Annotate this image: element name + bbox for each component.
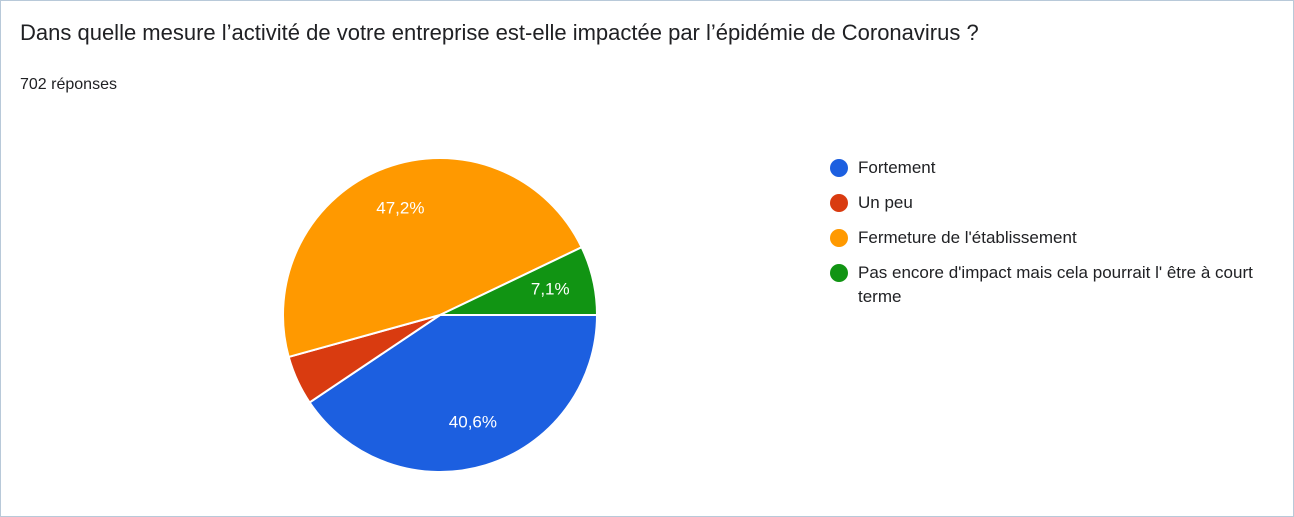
legend-swatch [830, 194, 848, 212]
pie-slice [439, 245, 599, 316]
slice-label: 40,6% [449, 413, 497, 432]
slice-label: 7,1% [531, 279, 570, 298]
legend-swatch [830, 229, 848, 247]
legend-label: Fortement [858, 158, 936, 177]
legend: Fortement Un peu Fermeture de l'établissem… [828, 156, 1253, 320]
pie-slice [282, 156, 583, 359]
chart-title: Dans quelle mesure l’activité de votre e… [20, 20, 979, 45]
legend-item: Un peu [828, 191, 1248, 215]
slice-label: 47,2% [376, 199, 424, 218]
legend-item: Pas encore d'impact mais cela pourrait l… [828, 261, 1253, 309]
legend-swatch [830, 159, 848, 177]
legend-label: Un peu [858, 193, 913, 212]
legend-label: Fermeture de l'établissement [858, 228, 1077, 247]
pie-slice [308, 314, 599, 473]
legend-item: Fermeture de l'établissement [828, 226, 1248, 250]
response-count: 702 réponses [20, 76, 117, 93]
legend-item: Fortement [828, 156, 1248, 180]
legend-label: Pas encore d'impact mais cela pourrait l… [858, 263, 1253, 306]
legend-swatch [830, 264, 848, 282]
